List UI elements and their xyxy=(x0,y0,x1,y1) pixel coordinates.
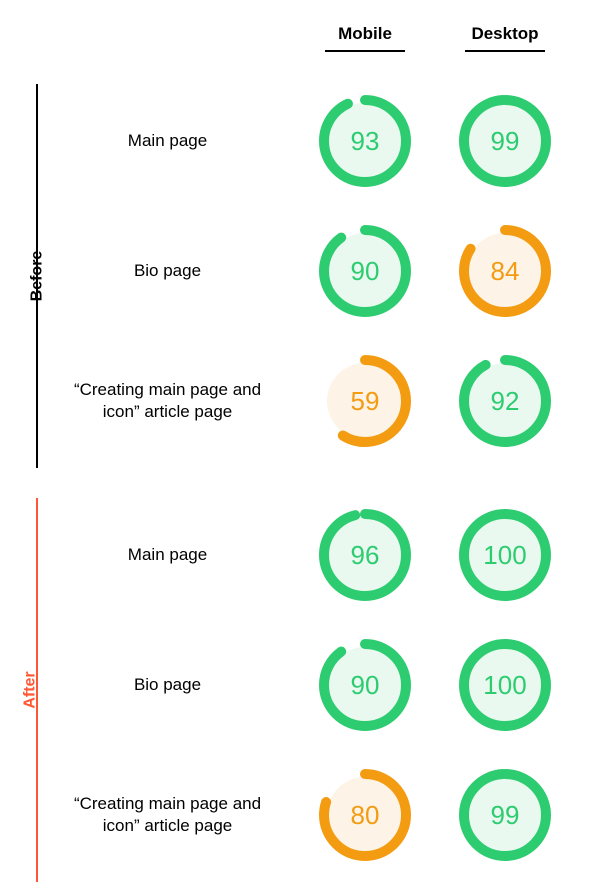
column-headers: Mobile Desktop xyxy=(0,24,600,50)
gauge: 84 xyxy=(457,223,553,319)
gauge-cell: 59 xyxy=(295,353,435,449)
row-label: Bio page xyxy=(0,674,295,696)
section-after: After Main page 96 100 Bio page 90 100 “… xyxy=(0,490,600,890)
gauge-value: 96 xyxy=(317,507,413,603)
gauge-cell: 99 xyxy=(435,93,575,189)
column-header-desktop: Desktop xyxy=(435,24,575,50)
gauge-cell: 92 xyxy=(435,353,575,449)
gauge-value: 90 xyxy=(317,223,413,319)
row-label: “Creating main page and icon” article pa… xyxy=(0,793,295,837)
gauge: 92 xyxy=(457,353,553,449)
gauge: 96 xyxy=(317,507,413,603)
gauge-cell: 100 xyxy=(435,507,575,603)
gauge-value: 100 xyxy=(457,507,553,603)
gauge-cell: 80 xyxy=(295,767,435,863)
gauge-cell: 93 xyxy=(295,93,435,189)
row-label: Bio page xyxy=(0,260,295,282)
row: Main page 96 100 xyxy=(0,490,600,620)
gauge: 90 xyxy=(317,637,413,733)
column-spacer xyxy=(0,24,295,50)
row: “Creating main page and icon” article pa… xyxy=(0,336,600,466)
gauge-value: 99 xyxy=(457,93,553,189)
section-before: Before Main page 93 99 Bio page 90 84 “C… xyxy=(0,76,600,476)
row-label: “Creating main page and icon” article pa… xyxy=(0,379,295,423)
gauge: 80 xyxy=(317,767,413,863)
gauge: 93 xyxy=(317,93,413,189)
gauge: 90 xyxy=(317,223,413,319)
gauge-value: 80 xyxy=(317,767,413,863)
gauge-cell: 100 xyxy=(435,637,575,733)
gauge-cell: 90 xyxy=(295,637,435,733)
gauge-value: 92 xyxy=(457,353,553,449)
row-label: Main page xyxy=(0,130,295,152)
gauge-value: 93 xyxy=(317,93,413,189)
gauge: 100 xyxy=(457,637,553,733)
gauge-value: 84 xyxy=(457,223,553,319)
row: Main page 93 99 xyxy=(0,76,600,206)
gauge-cell: 90 xyxy=(295,223,435,319)
gauge: 100 xyxy=(457,507,553,603)
row: Bio page 90 100 xyxy=(0,620,600,750)
gauge-value: 90 xyxy=(317,637,413,733)
row-label: Main page xyxy=(0,544,295,566)
gauge-cell: 84 xyxy=(435,223,575,319)
gauge-value: 59 xyxy=(317,353,413,449)
gauge-cell: 99 xyxy=(435,767,575,863)
gauge-value: 100 xyxy=(457,637,553,733)
row: Bio page 90 84 xyxy=(0,206,600,336)
gauge-value: 99 xyxy=(457,767,553,863)
gauge: 59 xyxy=(317,353,413,449)
gauge: 99 xyxy=(457,767,553,863)
column-header-mobile: Mobile xyxy=(295,24,435,50)
row: “Creating main page and icon” article pa… xyxy=(0,750,600,880)
gauge-cell: 96 xyxy=(295,507,435,603)
gauge: 99 xyxy=(457,93,553,189)
